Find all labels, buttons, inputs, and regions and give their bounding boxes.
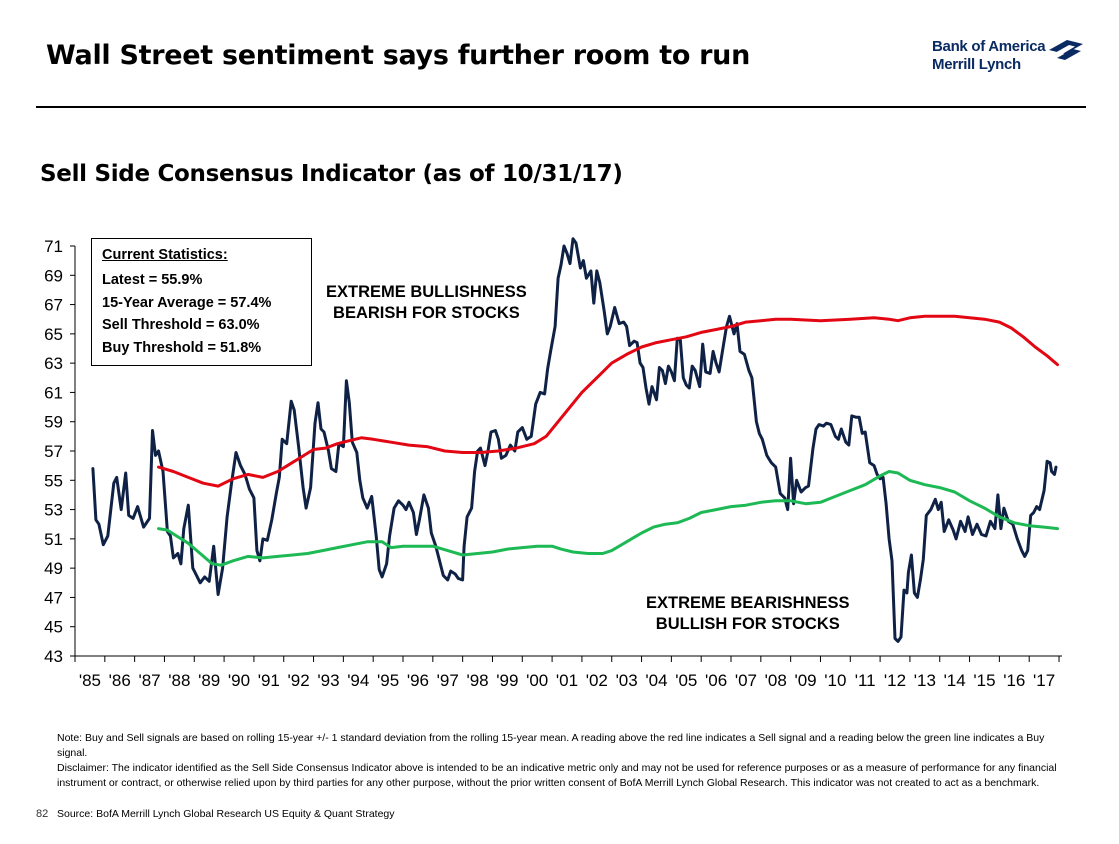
x-tick-label: '00 [526,671,548,690]
x-tick-label: '05 [675,671,697,690]
x-tick-label: '92 [288,671,310,690]
current-statistics-box: Current Statistics: Latest = 55.9% 15-Ye… [91,238,312,366]
bearishness-line-2: BULLISH FOR STOCKS [655,615,840,633]
y-tick-label: 47 [44,588,63,607]
y-tick-label: 51 [44,530,63,549]
y-tick-label: 61 [44,383,63,402]
footnotes: Note: Buy and Sell signals are based on … [57,731,1067,791]
series-line-consensus [91,237,1058,643]
x-tick-label: '03 [616,671,638,690]
y-tick-label: 69 [44,266,63,285]
x-tick-label: '94 [347,671,369,690]
y-tick-label: 71 [44,237,63,256]
y-tick-label: 45 [44,618,63,637]
series-line-buy [157,470,1059,567]
x-tick-label: '14 [944,671,966,690]
stats-heading: Current Statistics: [102,247,228,263]
x-tick-label: '09 [794,671,816,690]
bullishness-line-2: BEARISH FOR STOCKS [333,304,520,322]
x-tick-label: '02 [586,671,608,690]
x-tick-label: '10 [824,671,846,690]
x-tick-label: '91 [258,671,280,690]
x-tick-label: '99 [496,671,518,690]
x-tick-label: '93 [317,671,339,690]
stat-latest: Latest = 55.9% [102,272,203,288]
y-tick-label: 53 [44,501,63,520]
series-line-sell [157,314,1059,488]
x-tick-label: '16 [1003,671,1025,690]
x-tick-label: '98 [466,671,488,690]
x-tick-label: '08 [765,671,787,690]
logo-line-2: Merrill Lynch [932,56,1021,73]
page-number: 82 [36,808,49,820]
flag-icon [1049,40,1083,60]
stat-sell-threshold: Sell Threshold = 63.0% [102,317,260,333]
y-tick-label: 57 [44,442,63,461]
x-tick-label: '11 [855,671,876,690]
x-tick-label: '04 [645,671,667,690]
x-tick-label: '96 [407,671,429,690]
x-tick-label: '86 [109,671,131,690]
x-tick-label: '97 [437,671,459,690]
logo-line-1: Bank of America [932,38,1046,55]
x-tick-label: '12 [884,671,906,690]
x-tick-label: '95 [377,671,399,690]
chart-series [91,237,1059,643]
x-tick-label: '88 [168,671,190,690]
y-tick-label: 67 [44,296,63,315]
y-tick-label: 63 [44,354,63,373]
y-tick-label: 49 [44,559,63,578]
footnote-disclaimer: Disclaimer: The indicator identified as … [57,762,1057,789]
x-tick-label: '15 [973,671,995,690]
x-tick-label: '07 [735,671,757,690]
title-rule [36,106,1086,108]
bullishness-annotation: EXTREME BULLISHNESS BEARISH FOR STOCKS [326,282,527,324]
y-tick-label: 43 [44,647,63,666]
stat-15yr-average: 15-Year Average = 57.4% [102,294,272,311]
x-tick-label: '13 [914,671,936,690]
stat-buy-threshold: Buy Threshold = 51.8% [102,339,262,356]
bofa-merrill-logo: Bank of America Merrill Lynch [932,38,1092,82]
bullishness-line-1: EXTREME BULLISHNESS [326,283,527,301]
x-tick-label: '87 [138,671,160,690]
bearishness-line-1: EXTREME BEARISHNESS [646,594,850,612]
x-tick-label: '06 [705,671,727,690]
bearishness-annotation: EXTREME BEARISHNESS BULLISH FOR STOCKS [646,593,850,635]
x-tick-label: '17 [1033,671,1055,690]
y-tick-label: 55 [44,471,63,490]
y-tick-label: 59 [44,413,63,432]
footnote-note: Note: Buy and Sell signals are based on … [57,732,1045,759]
x-tick-label: '85 [79,671,101,690]
page-title: Wall Street sentiment says further room … [46,40,751,71]
x-tick-label: '90 [228,671,250,690]
x-tick-label: '01 [556,671,578,690]
chart-title: Sell Side Consensus Indicator (as of 10/… [40,161,623,187]
source-note: Source: BofA Merrill Lynch Global Resear… [57,808,395,820]
chart-axes: 71 69 67 65 63 61 59 57 55 53 51 49 47 45 43 '85 '86 '87 '… [44,237,1062,690]
y-tick-label: 65 [44,325,63,344]
x-tick-label: '89 [198,671,220,690]
